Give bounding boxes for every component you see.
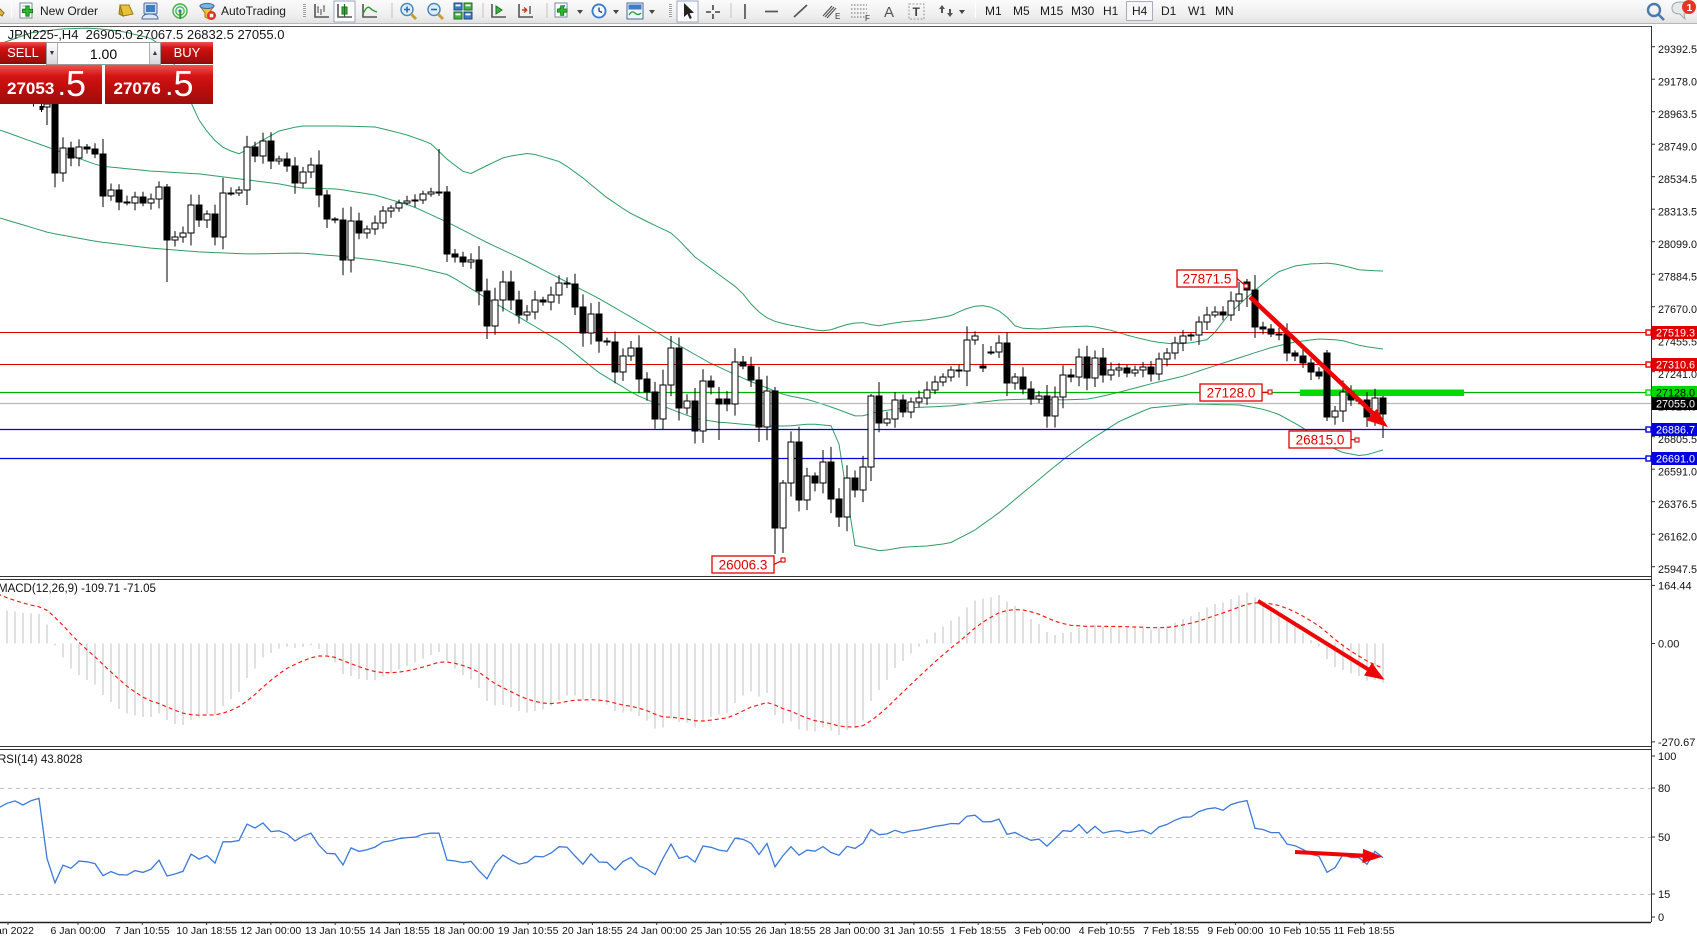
svg-text:20 Jan 18:55: 20 Jan 18:55 [562,925,623,937]
svg-text:9 Feb 00:00: 9 Feb 00:00 [1207,925,1263,937]
svg-text:7 Feb 18:55: 7 Feb 18:55 [1143,925,1199,937]
svg-text:26162.0: 26162.0 [1658,532,1697,544]
svg-text:1: 1 [1687,2,1693,14]
svg-text:27884.5: 27884.5 [1658,272,1697,284]
svg-text:24 Jan 00:00: 24 Jan 00:00 [626,925,687,937]
svg-text:14 Jan 18:55: 14 Jan 18:55 [369,925,430,937]
svg-text:27241.0: 27241.0 [1658,369,1697,381]
svg-text:13 Jan 10:55: 13 Jan 10:55 [305,925,366,937]
svg-text:31 Jan 10:55: 31 Jan 10:55 [884,925,945,937]
svg-text:1 Feb 18:55: 1 Feb 18:55 [950,925,1006,937]
svg-text:4 Feb 10:55: 4 Feb 10:55 [1079,925,1135,937]
svg-text:19 Jan 10:55: 19 Jan 10:55 [498,925,559,937]
svg-text:27055.0: 27055.0 [1656,399,1695,411]
svg-text:29178.0: 29178.0 [1658,77,1697,89]
svg-text:6 Jan 00:00: 6 Jan 00:00 [51,925,106,937]
svg-text:25 Jan 10:55: 25 Jan 10:55 [691,925,752,937]
svg-text:27670.0: 27670.0 [1658,304,1697,316]
svg-text:RSI(14) 43.8028: RSI(14) 43.8028 [0,754,82,766]
svg-text:26691.0: 26691.0 [1656,454,1695,466]
svg-text:26815.0: 26815.0 [1296,433,1345,448]
svg-text:T: T [913,5,921,19]
svg-text:100: 100 [1658,751,1676,763]
svg-text:26805.5: 26805.5 [1658,434,1697,446]
svg-text:50: 50 [1658,832,1670,844]
svg-text:11 Feb 18:55: 11 Feb 18:55 [1333,925,1394,937]
svg-text:10 Feb 10:55: 10 Feb 10:55 [1269,925,1331,937]
svg-text:26591.0: 26591.0 [1658,467,1697,479]
svg-text:27871.5: 27871.5 [1183,272,1232,287]
svg-text:26886.7: 26886.7 [1656,425,1695,437]
svg-text:28 Jan 00:00: 28 Jan 00:00 [819,925,880,937]
svg-text:-270.67: -270.67 [1658,737,1695,749]
svg-text:26 Jan 18:55: 26 Jan 18:55 [755,925,816,937]
svg-text:0: 0 [1658,912,1664,924]
svg-text:27310.6: 27310.6 [1656,360,1695,372]
svg-text:29392.5: 29392.5 [1658,44,1697,56]
svg-text:28534.5: 28534.5 [1658,174,1697,186]
svg-text:18 Jan 00:00: 18 Jan 00:00 [433,925,494,937]
svg-text:3 Feb 00:00: 3 Feb 00:00 [1014,925,1070,937]
svg-text:F: F [865,14,870,23]
svg-text:80: 80 [1658,783,1670,795]
svg-text:26006.3: 26006.3 [719,558,768,573]
svg-text:10 Jan 18:55: 10 Jan 18:55 [176,925,237,937]
svg-text:28099.0: 28099.0 [1658,239,1697,251]
svg-text:0.00: 0.00 [1658,639,1679,651]
svg-text:26376.5: 26376.5 [1658,499,1697,511]
svg-text:28749.0: 28749.0 [1658,142,1697,154]
svg-text:28313.5: 28313.5 [1658,207,1697,219]
svg-text:15: 15 [1658,889,1670,901]
svg-text:12 Jan 00:00: 12 Jan 00:00 [241,925,302,937]
svg-text:E: E [835,12,840,21]
svg-text:4 Jan 2022: 4 Jan 2022 [0,925,34,937]
svg-text:7 Jan 10:55: 7 Jan 10:55 [115,925,170,937]
svg-text:27519.3: 27519.3 [1656,328,1695,340]
svg-text:A: A [884,4,894,21]
svg-text:25947.5: 25947.5 [1658,564,1697,576]
svg-text:27128.0: 27128.0 [1207,386,1256,401]
svg-text:164.44: 164.44 [1658,580,1692,592]
svg-text:MACD(12,26,9) -109.71 -71.05: MACD(12,26,9) -109.71 -71.05 [0,583,156,595]
svg-text:27455.5: 27455.5 [1658,337,1697,349]
svg-text:28963.5: 28963.5 [1658,109,1697,121]
svg-text:27128.0: 27128.0 [1656,388,1695,400]
